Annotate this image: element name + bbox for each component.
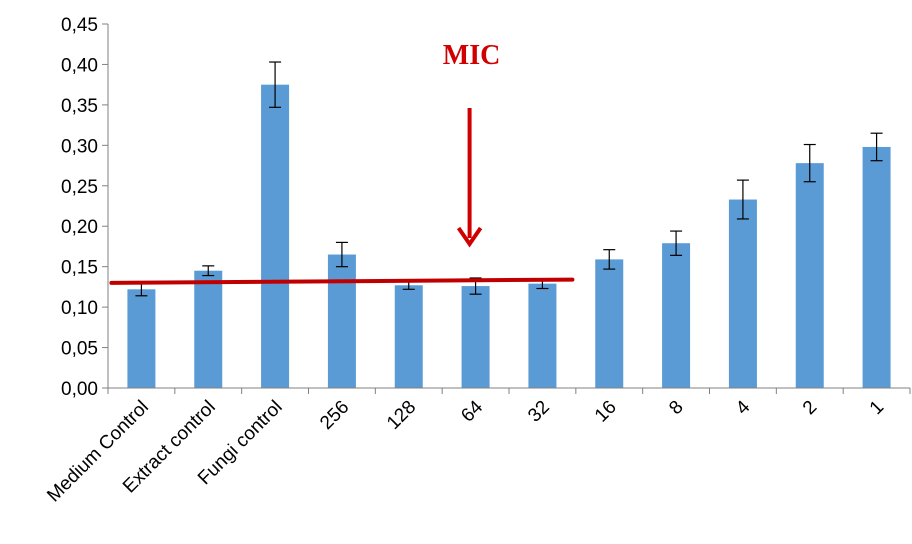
y-axis: 0,00 0,05 0,10 0,15 0,20 0,25 0,30 0,35 0,40 0,45: [61, 15, 109, 400]
y-tick-label: 0,20: [61, 217, 98, 238]
y-tick-label: 0,25: [61, 177, 98, 198]
x-tick-label: 32: [524, 397, 554, 427]
annotations: MIC: [109, 40, 575, 285]
bar: [795, 163, 824, 388]
bar: [461, 286, 490, 388]
y-tick-label: 0,15: [61, 258, 98, 279]
y-tick-label: 0,30: [61, 136, 98, 157]
bar: [127, 289, 156, 388]
y-tick-label: 0,35: [61, 96, 98, 117]
x-tick-label: 8: [665, 397, 687, 419]
x-tick-label: 256: [316, 397, 353, 434]
y-tick-label: 0,00: [61, 379, 98, 400]
bar: [394, 285, 423, 388]
x-tick-label: 128: [383, 397, 420, 434]
mic-threshold-line: [109, 277, 575, 285]
y-tick-label: 0,10: [61, 298, 98, 319]
x-tick-label: 1: [866, 397, 888, 419]
bar: [327, 254, 356, 388]
y-tick-label: 0,05: [61, 339, 98, 360]
error-bars: [135, 61, 883, 297]
bar: [528, 283, 557, 388]
bars: [127, 84, 891, 389]
mic-label: MIC: [443, 40, 501, 71]
bar: [728, 199, 757, 388]
x-tick-label: 16: [591, 397, 621, 427]
y-tick-label: 0,45: [61, 15, 98, 36]
bar: [194, 270, 223, 388]
mic-arrow-head: [456, 226, 483, 248]
x-tick-label: 4: [732, 396, 755, 419]
y-tick-label: 0,40: [61, 55, 98, 76]
x-tick-label: 64: [457, 396, 487, 426]
bar: [662, 243, 691, 388]
x-tick-label: 2: [799, 397, 821, 419]
bar: [595, 259, 624, 388]
bar: [862, 146, 891, 388]
bar: [261, 84, 290, 389]
